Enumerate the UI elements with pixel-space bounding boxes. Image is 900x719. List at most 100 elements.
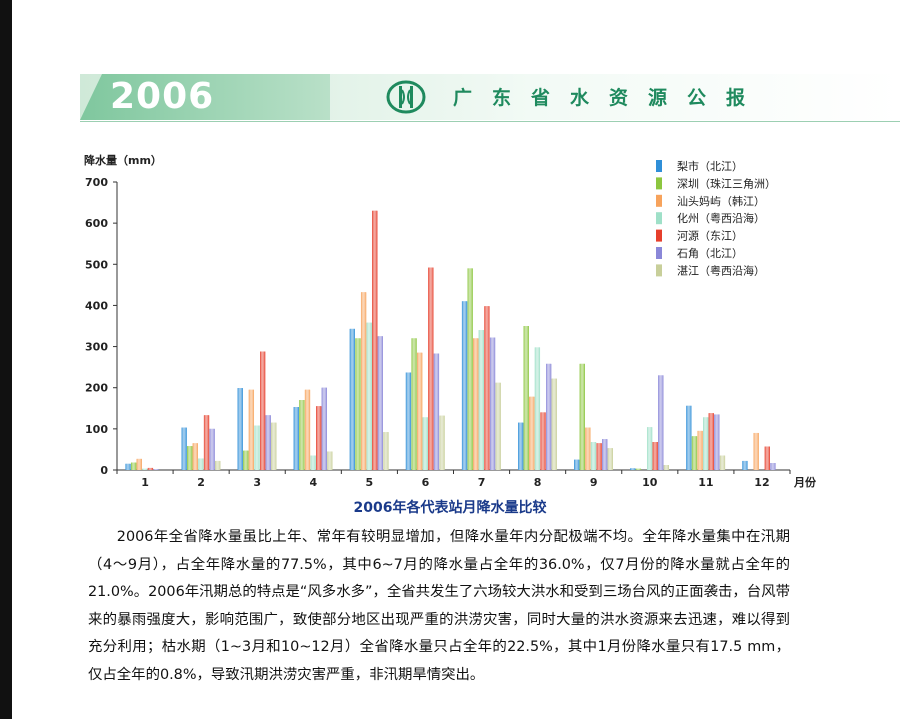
bar [663,465,669,470]
bar [473,338,479,470]
bar [131,462,137,470]
bar [405,372,412,470]
bar [142,468,148,470]
legend-swatch [656,212,662,225]
year-tab [80,74,330,120]
x-tick-label: 2 [197,476,205,489]
bar [461,301,468,470]
x-tick-label: 8 [534,476,542,489]
bar [691,436,698,470]
bar [125,463,131,470]
x-tick-label: 7 [478,476,486,489]
bar [327,451,333,470]
y-tick-label: 100 [85,423,108,436]
legend-label: 石角（北江） [677,247,743,260]
x-tick-label: 5 [366,476,374,489]
bar [209,428,215,470]
legend-label: 河源（东江） [677,229,743,243]
legend-swatch [656,229,662,242]
bar [551,378,557,470]
bar [703,417,709,470]
y-tick-label: 600 [85,217,108,230]
x-tick-label: 12 [754,476,769,489]
bar [686,405,692,470]
bar [237,388,243,470]
legend-label: 化州（粤西沿海） [677,211,765,225]
bar [529,396,535,470]
bar [271,422,277,470]
bar [417,352,423,470]
bar [574,459,580,470]
legend-swatch [656,264,662,277]
report-title: 广东省水资源公报 [453,87,766,109]
bar [495,382,501,470]
bar [590,442,597,470]
bar [770,463,776,470]
bar [518,422,524,470]
bar [635,468,641,470]
bar [147,467,154,470]
bar [181,427,187,470]
bar [360,292,367,470]
bar [310,455,316,470]
y-tick-label: 400 [85,299,108,312]
water-resources-logo-icon [386,80,426,114]
x-tick-label: 10 [642,476,658,489]
bar [433,353,440,470]
x-axis-label: 月份 [793,475,817,489]
x-tick-label: 6 [422,476,430,489]
bar [215,460,221,470]
bar [254,425,260,470]
bar [646,427,653,470]
bar [136,458,142,470]
bar [697,430,703,470]
y-tick-label: 700 [85,176,108,189]
x-tick-label: 3 [253,476,261,489]
bar [439,415,445,470]
bar [153,469,159,470]
legend-label: 湛江（粤西沿海） [677,263,765,277]
bar [316,406,322,470]
bar [630,468,636,470]
bar [187,446,193,470]
bar [422,417,428,470]
bar [293,407,299,470]
bar [248,389,255,470]
bar [719,455,726,470]
page-edge-bar [0,0,12,719]
header-rule [80,121,900,122]
bar [753,432,759,470]
bar [366,322,372,470]
report-year: 2006 [110,76,215,117]
bar [377,336,383,470]
body-paragraph: 2006年全省降水量虽比上年、常年有较明显增加，但降水量年内分配极端不均。全年降… [88,529,790,683]
bar [579,363,585,470]
bar [742,460,748,470]
bar [467,268,473,470]
bar [489,337,496,470]
chart-title: 2006年各代表站月降水量比较 [353,500,547,516]
bar [585,427,591,470]
bar [540,412,546,470]
bar [428,267,434,470]
y-tick-label: 200 [85,382,108,395]
bar [372,210,378,471]
bar [304,389,311,470]
x-tick-label: 1 [141,476,149,489]
legend-label: 汕头妈屿（韩江） [677,194,765,208]
legend-swatch [656,160,662,172]
body-text: 2006年全省降水量虽比上年、常年有较明显增加，但降水量年内分配极端不均。全年降… [88,524,790,690]
bar [484,306,490,470]
x-tick-label: 4 [309,476,317,489]
bar [708,413,714,470]
legend-label: 深圳（珠江三角洲） [677,176,776,190]
bar [383,432,389,470]
bar [198,458,204,470]
bar [349,328,355,470]
bar [411,338,417,470]
x-tick-label: 11 [698,476,713,489]
bar [607,448,613,470]
bar [260,351,266,470]
bar [321,387,327,470]
